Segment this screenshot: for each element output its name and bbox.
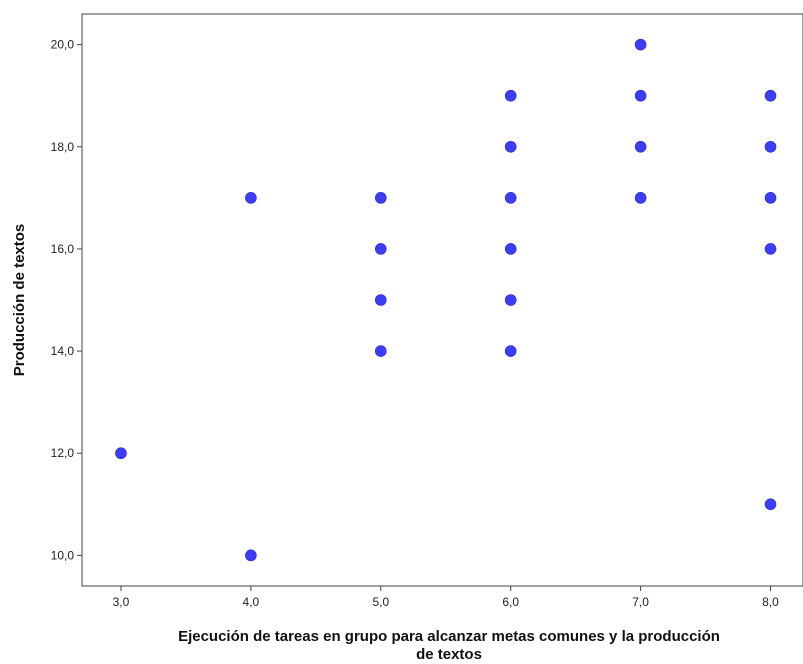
x-axis: 3,0 4,0 5,0 6,0 7,0 8,0 bbox=[113, 586, 779, 609]
x-tick-label: 8,0 bbox=[762, 595, 779, 609]
y-tick-label: 16,0 bbox=[51, 242, 75, 256]
y-tick-label: 14,0 bbox=[51, 344, 75, 358]
data-point bbox=[374, 345, 387, 357]
data-point bbox=[245, 549, 257, 562]
data-point bbox=[504, 243, 517, 255]
y-axis-title: Producción de textos bbox=[11, 224, 28, 377]
data-points bbox=[115, 38, 777, 562]
data-point bbox=[504, 192, 517, 204]
data-point bbox=[504, 89, 517, 102]
y-tick-label: 10,0 bbox=[51, 548, 75, 562]
y-tick-label: 18,0 bbox=[51, 140, 75, 154]
x-tick-label: 5,0 bbox=[372, 595, 389, 609]
data-point bbox=[374, 192, 387, 204]
x-tick-label: 7,0 bbox=[632, 595, 649, 609]
data-point bbox=[764, 192, 777, 204]
x-tick-label: 6,0 bbox=[502, 595, 519, 609]
data-point bbox=[374, 294, 387, 306]
data-point bbox=[504, 140, 517, 153]
data-point bbox=[764, 140, 777, 153]
y-axis: 10,0 12,0 14,0 16,0 18,0 20,0 bbox=[51, 38, 82, 562]
y-tick-label: 20,0 bbox=[51, 38, 75, 52]
x-tick-label: 4,0 bbox=[243, 595, 260, 609]
data-point bbox=[245, 192, 257, 204]
y-tick-label: 12,0 bbox=[51, 446, 75, 460]
x-axis-title-line-1: Ejecución de tareas en grupo para alcanz… bbox=[178, 628, 720, 645]
x-tick-label: 3,0 bbox=[113, 595, 130, 609]
x-axis-title-line-2: de textos bbox=[416, 646, 482, 663]
data-point bbox=[634, 192, 647, 204]
data-point bbox=[504, 345, 517, 357]
data-point bbox=[634, 89, 647, 102]
data-point bbox=[764, 89, 777, 102]
data-point bbox=[764, 243, 777, 255]
data-point bbox=[374, 243, 387, 255]
plot-frame bbox=[81, 13, 803, 587]
data-point bbox=[115, 447, 127, 460]
data-point bbox=[634, 140, 647, 153]
data-point bbox=[764, 498, 777, 511]
data-point bbox=[504, 294, 517, 306]
data-point bbox=[634, 38, 647, 51]
